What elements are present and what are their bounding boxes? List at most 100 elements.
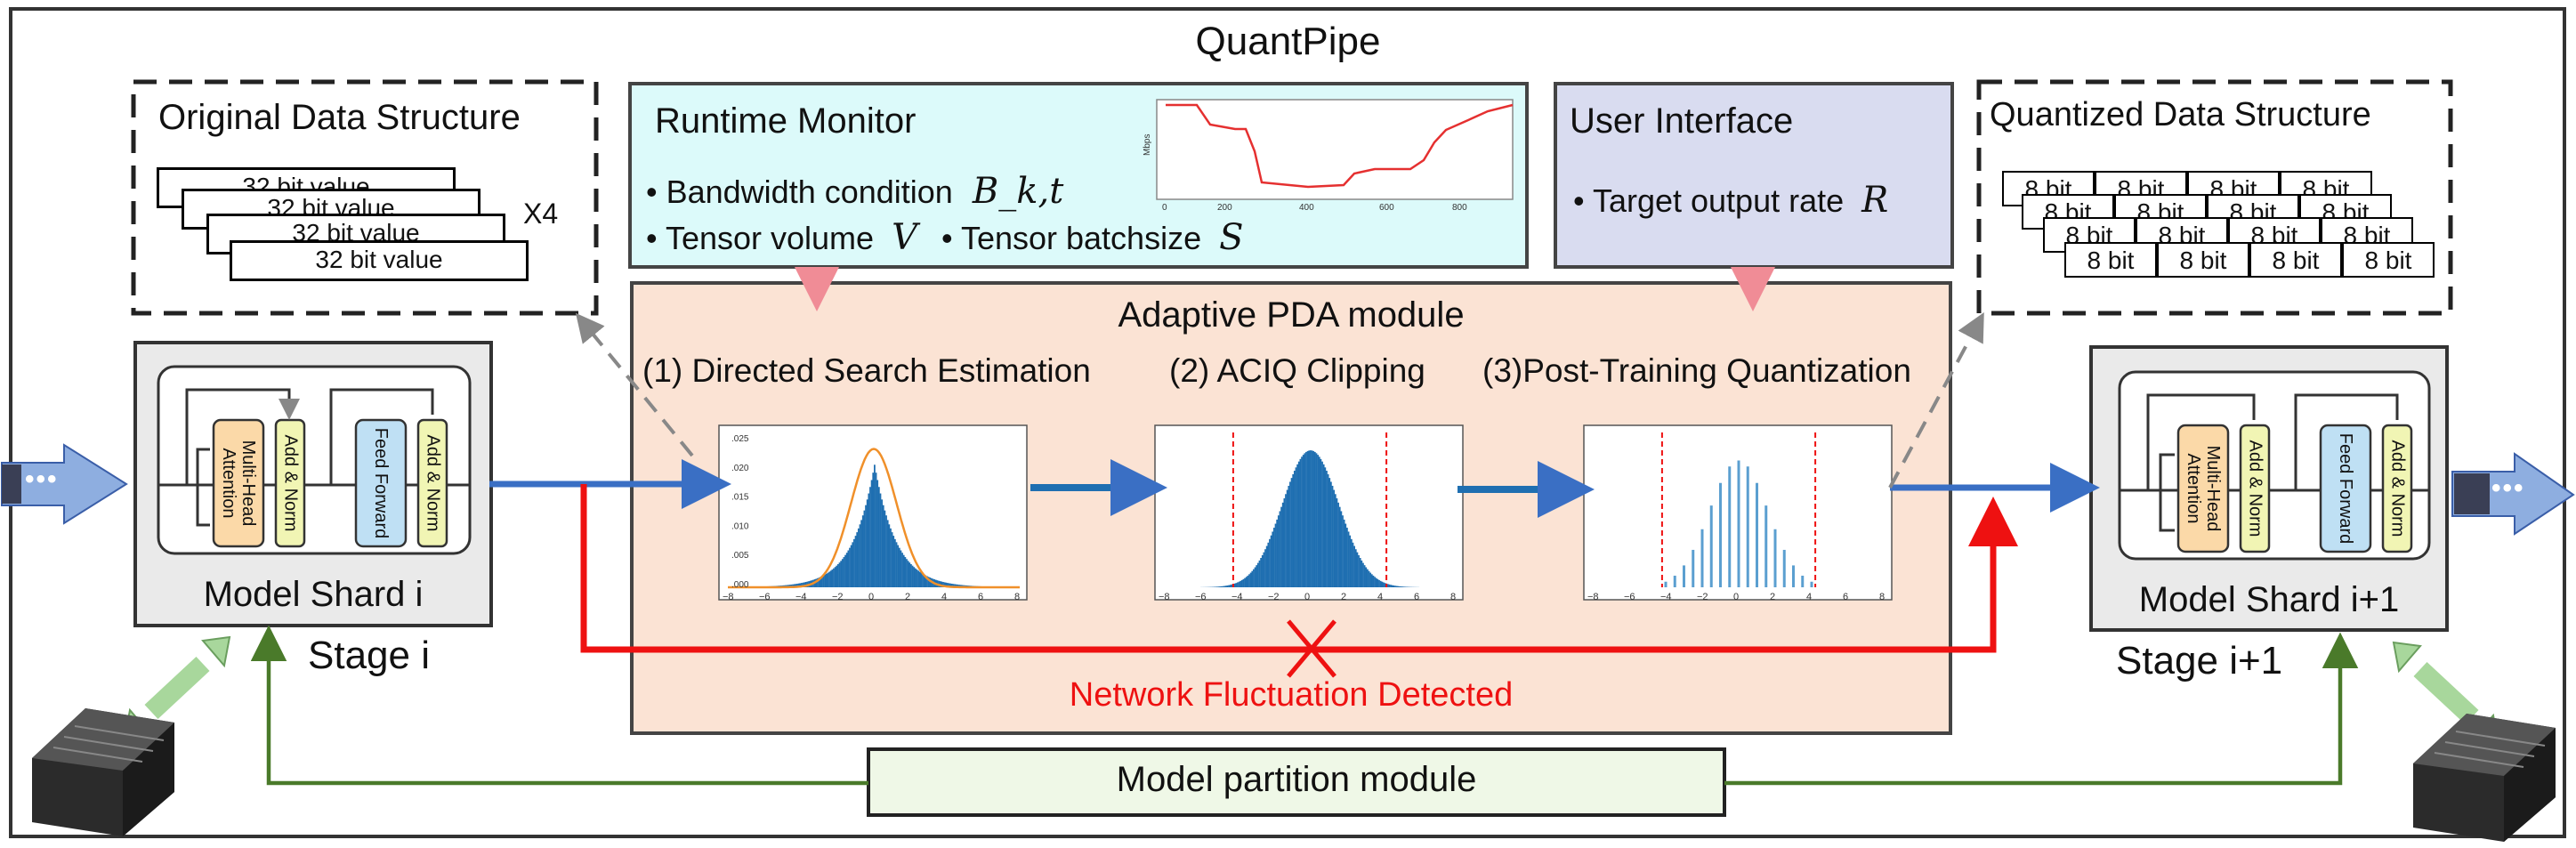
mini-xtick-400: 400 [1299, 203, 1314, 213]
shard-i-addnorm2-label: Add & Norm [423, 434, 443, 532]
plot1-bin [847, 550, 850, 587]
quantized-cell: 8 bit [2342, 242, 2435, 278]
pda-step1: (1) Directed Search Estimation [642, 352, 1091, 389]
plot1-bin [831, 569, 834, 587]
plot2-bin [1383, 582, 1385, 587]
plot1-bin [837, 563, 839, 587]
plot1-bin [879, 493, 882, 587]
plot1-bin [943, 582, 946, 587]
ui-heading: User Interface [1570, 101, 1794, 141]
plot1-bin [957, 584, 959, 587]
plot1-bin [859, 524, 861, 587]
plot2-bin [1363, 565, 1366, 587]
stage-i1-label: Stage i+1 [2116, 639, 2283, 682]
volume-symbol: V [892, 217, 917, 258]
input-arrow-icon [1, 443, 128, 525]
plot1-bin [797, 583, 800, 587]
bandwidth-label: • Bandwidth condition [646, 174, 953, 210]
plot2-bin [1365, 567, 1368, 587]
plot2-bin [1320, 458, 1322, 587]
plot3-xtick: 4 [1806, 592, 1812, 602]
plot1-bin [824, 574, 827, 587]
plot2-bin [1378, 579, 1380, 587]
plot1-bin [918, 571, 921, 587]
plot1-bin [827, 572, 829, 587]
bypass-path [580, 484, 2018, 653]
plot1-bin [948, 583, 950, 587]
plot2-bin [1280, 506, 1282, 587]
plot1-bin [913, 567, 916, 587]
plot1-bin [838, 562, 841, 587]
plot1-bin [865, 505, 867, 587]
plot2-bin [1317, 455, 1319, 587]
plot2-xtick: 8 [1450, 592, 1456, 602]
plot2-bin [1238, 581, 1240, 587]
plot1-bin [868, 493, 870, 587]
plot2-bin [1394, 586, 1396, 587]
plot2-bin [1292, 473, 1295, 587]
plot1-ytick: .010 [731, 521, 749, 531]
plot2-xtick: −2 [1268, 592, 1280, 602]
plot1-xtick: −4 [795, 592, 807, 602]
plot2-bin [1343, 519, 1345, 587]
plot2-xtick: 2 [1341, 592, 1346, 602]
plot2-bin [1222, 586, 1224, 587]
plot1-bin [877, 487, 880, 587]
plot1-bin [901, 553, 903, 587]
plot1-bin [801, 583, 803, 587]
plot2-bin [1251, 570, 1254, 587]
original-heading: Original Data Structure [158, 98, 521, 137]
plot1-bin [833, 568, 835, 587]
plot2-bin [1390, 585, 1392, 587]
plot2-bin [1313, 451, 1316, 587]
to-quantized-dashed-arrow [1888, 311, 1984, 489]
quantized-cell: 8 bit [2249, 242, 2342, 278]
plot1-fit-curve [728, 448, 1020, 589]
plot2-bin [1304, 453, 1306, 587]
plot2-bin [1226, 585, 1229, 587]
plot2-bin [1356, 552, 1359, 587]
plot1-bin [916, 569, 918, 587]
plot-post-training-quantization: −8 −6 −4 −2 0 2 4 6 8 [1583, 424, 1893, 602]
target-line: • Target output rate R [1573, 180, 1888, 221]
plot1-bin [822, 575, 825, 587]
plot2-bin [1277, 515, 1280, 587]
mini-ylabel: Mbps [1143, 134, 1152, 156]
plot1-bin [923, 574, 925, 587]
user-interface-box [1554, 82, 1954, 269]
shard-i1-label: Model Shard i+1 [2138, 580, 2400, 619]
plot2-bin [1228, 585, 1230, 587]
diagram-title: QuantPipe [1195, 20, 1381, 63]
plot1-bin [874, 464, 876, 587]
plot2-bin [1264, 549, 1266, 587]
plot2-bin [1369, 572, 1372, 587]
plot2-bin [1312, 450, 1315, 587]
plot2-bin [1240, 579, 1243, 587]
plot1-histogram [764, 464, 984, 587]
plot2-bin [1233, 583, 1236, 587]
plot2-bin [1388, 584, 1391, 587]
plot-directed-search: .025 .020 .015 .010 .005 .000 −8 −6 −4 −2 0 2 4 6 8 [718, 424, 1028, 602]
plot2-bin [1248, 574, 1250, 587]
plot2-bin [1289, 481, 1291, 587]
plot2-bin [1256, 565, 1258, 587]
plot1-bin [898, 547, 900, 587]
plot1-bin [902, 554, 905, 587]
plot2-bin [1297, 461, 1300, 587]
plot2-bin [1295, 467, 1297, 587]
plot1-bin [793, 584, 795, 587]
plot1-bin [929, 577, 932, 587]
shard-i1-addnorm2-label: Add & Norm [2387, 440, 2408, 537]
plot1-bin [952, 584, 955, 587]
plot1-bin [941, 581, 943, 587]
plot1-bin [925, 575, 927, 587]
plot2-bin [1358, 554, 1360, 587]
transformer-block-i [157, 365, 472, 555]
plot2-bin [1331, 485, 1334, 587]
plot2-bin [1337, 502, 1339, 587]
plot2-bin [1375, 577, 1377, 587]
plot2-xtick: −8 [1159, 592, 1170, 602]
plot1-bin [853, 538, 855, 587]
plot2-bin [1352, 542, 1354, 587]
plot1-bin [843, 557, 845, 587]
